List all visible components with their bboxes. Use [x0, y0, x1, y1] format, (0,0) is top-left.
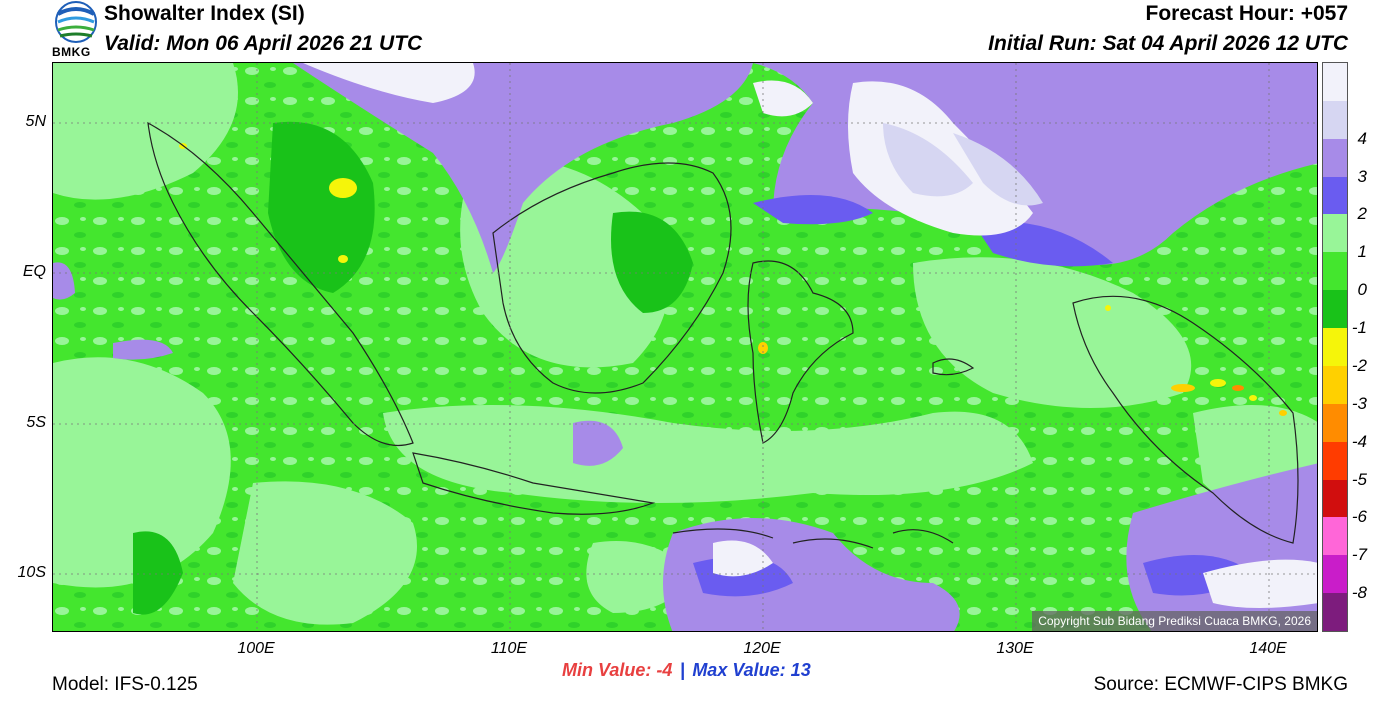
- colorbar-tick-label: -4: [1351, 431, 1367, 451]
- colorbar-tick-label: -1: [1351, 318, 1367, 338]
- colorbar-tick-label: 2: [1357, 204, 1367, 224]
- colorbar-segment: [1323, 365, 1347, 405]
- colorbar-segment: [1323, 138, 1347, 178]
- min-max-values: Min Value: -4 | Max Value: 13: [562, 660, 811, 681]
- colorbar-segment: [1323, 63, 1347, 102]
- lon-label-140e: 140E: [1249, 640, 1287, 657]
- max-value: Max Value: 13: [692, 660, 811, 680]
- lon-label-110e: 110E: [490, 640, 528, 657]
- colorbar-segment: [1323, 517, 1347, 556]
- colorbar-segment: [1323, 328, 1347, 367]
- colorbar-segment: [1323, 593, 1347, 632]
- lon-label-130e: 130E: [996, 640, 1034, 657]
- colorbar-segment: [1323, 555, 1347, 594]
- bmkg-logo: BMKG: [52, 0, 100, 62]
- colorbar-tick-label: -2: [1351, 355, 1367, 375]
- min-max-separator: |: [679, 660, 685, 680]
- very-stable-core: [883, 123, 1043, 206]
- colorbar-tick-label: 3: [1357, 166, 1367, 186]
- colorbar-tick-label: 4: [1357, 128, 1367, 148]
- stable-regions-indigo: [693, 195, 1253, 597]
- si-forecast-map: Copyright Sub Bidang Prediksi Cuaca BMKG…: [52, 62, 1318, 632]
- gridlines: [53, 63, 1317, 631]
- colorbar-segment: [1323, 100, 1347, 140]
- lat-label-eq: EQ: [22, 263, 46, 280]
- valid-time: Valid: Mon 06 April 2026 21 UTC: [104, 32, 423, 55]
- initial-run: Initial Run: Sat 04 April 2026 12 UTC: [988, 32, 1348, 55]
- colorbar-tick-label: -3: [1351, 393, 1367, 413]
- colorbar-segment: [1323, 290, 1347, 329]
- colorbar-segment: [1323, 252, 1347, 291]
- colorbar-tick-label: 1: [1357, 242, 1367, 262]
- colorbar-tick-label: -8: [1351, 583, 1367, 603]
- lon-label-120e: 120E: [743, 640, 781, 657]
- colorbar: [1322, 62, 1348, 632]
- lat-label-5n: 5N: [25, 113, 46, 130]
- colorbar-segment: [1323, 214, 1347, 253]
- logo-text: BMKG: [52, 45, 91, 59]
- colorbar-tick-label: -5: [1351, 469, 1367, 489]
- unstable-spots: [179, 143, 1287, 416]
- map-field: [53, 63, 1317, 631]
- lon-label-100e: 100E: [237, 640, 275, 657]
- colorbar-segment: [1323, 403, 1347, 443]
- lat-label-10s: 10S: [17, 564, 46, 581]
- chart-title: Showalter Index (SI): [104, 2, 305, 25]
- min-value: Min Value: -4: [562, 660, 673, 680]
- forecast-hour: Forecast Hour: +057: [1145, 2, 1349, 25]
- lat-label-5s: 5S: [26, 414, 46, 431]
- colorbar-segment: [1323, 479, 1347, 518]
- colorbar-tick-label: -7: [1351, 545, 1367, 565]
- data-source: Source: ECMWF-CIPS BMKG: [1093, 674, 1348, 695]
- colorbar-segment: [1323, 441, 1347, 481]
- colorbar-tick-label: 0: [1357, 280, 1367, 300]
- model-name: Model: IFS-0.125: [52, 674, 198, 695]
- colorbar-tick-label: -6: [1351, 507, 1367, 527]
- copyright-notice: Copyright Sub Bidang Prediksi Cuaca BMKG…: [1032, 611, 1317, 631]
- bmkg-logo-icon: [55, 1, 97, 43]
- coastlines: [147, 121, 1299, 549]
- colorbar-segment: [1323, 176, 1347, 215]
